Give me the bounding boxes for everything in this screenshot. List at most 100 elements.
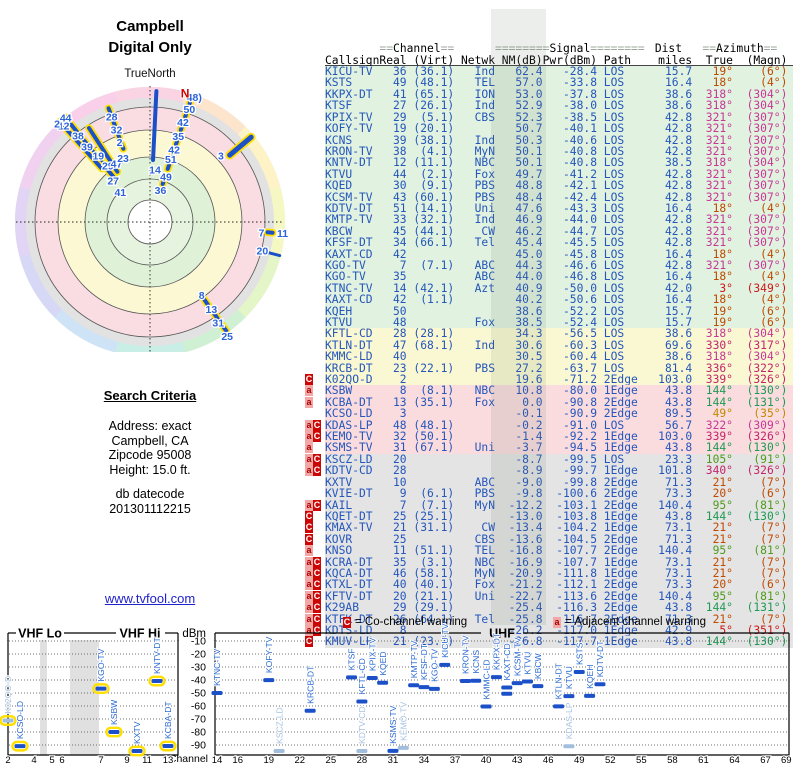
cell-nm-db: -20.9 bbox=[508, 566, 543, 580]
station-label: KCBA-DT bbox=[163, 701, 173, 739]
radar-channel-label: 44 bbox=[60, 112, 72, 124]
cell-network: Uni bbox=[474, 441, 495, 455]
station-label: KEMO-TV bbox=[399, 701, 409, 740]
cell-callsign: KBCW bbox=[325, 224, 353, 238]
cell-dist-miles: 101.8 bbox=[658, 464, 693, 478]
signal-table: ==Channel== ========Signal======== Dist ==A… bbox=[305, 9, 793, 648]
cell-real-channel: 8 bbox=[399, 384, 407, 398]
radar-channel-label: 39 bbox=[81, 141, 93, 153]
table-row: KTSF 27 (26.1) Ind 52.9 -38.0 LOS 38.6 318° (304… bbox=[325, 99, 793, 113]
cell-virtual-channel: (48.1) bbox=[413, 418, 455, 432]
cell-callsign: KQCA-DT bbox=[325, 566, 373, 580]
cell-virtual-channel: (4.1) bbox=[420, 144, 455, 158]
signal-marker bbox=[366, 676, 378, 681]
cell-pwr-dbm: -99.5 bbox=[562, 452, 597, 466]
cell-azimuth-true: 339° bbox=[705, 430, 733, 444]
cell-dist-miles: 42.8 bbox=[664, 213, 693, 227]
table-header-columns: CallsignReal (Virt) Netwk NM(dB)Pwr(dBm) Pa… bbox=[325, 53, 793, 67]
cell-nm-db: 40.2 bbox=[515, 293, 543, 307]
co-channel-warning-icon: C bbox=[313, 602, 321, 614]
cell-azimuth-true: 321° bbox=[705, 167, 733, 181]
radar-spoke bbox=[106, 106, 113, 115]
cell-dist-miles: 23.3 bbox=[664, 452, 693, 466]
cell-azimuth-true: 321° bbox=[705, 144, 733, 158]
report-title-line1: Campbell bbox=[116, 18, 184, 35]
cell-path: LOS bbox=[597, 418, 625, 432]
search-city: Campbell, CA bbox=[111, 433, 189, 448]
tvfool-link[interactable]: www.tvfool.com bbox=[104, 591, 196, 606]
cell-dist-miles: 71.3 bbox=[664, 532, 693, 546]
cell-azimuth-true: 318° bbox=[705, 87, 733, 101]
cell-pwr-dbm: -92.2 bbox=[562, 430, 597, 444]
cell-azimuth-true: 21° bbox=[712, 475, 733, 489]
cell-dist-miles: 43.8 bbox=[664, 601, 693, 615]
radar-channel-label: 28 bbox=[106, 111, 118, 123]
radar-channel-label: 48) bbox=[187, 92, 202, 104]
cell-path: 2Edge bbox=[597, 395, 638, 409]
signal-marker bbox=[573, 669, 585, 674]
cell-virtual-channel: (42.1) bbox=[413, 281, 455, 295]
cell-path: 1Edge bbox=[597, 384, 638, 398]
cell-azimuth-true: 321° bbox=[705, 258, 733, 272]
cell-real-channel: 47 bbox=[393, 338, 407, 352]
radar-compass-wedge bbox=[54, 309, 118, 352]
channel-tick-label: 19 bbox=[263, 755, 274, 766]
marker-highlight bbox=[105, 726, 123, 738]
cell-network: Ind bbox=[474, 213, 495, 227]
cell-path: LOS bbox=[597, 270, 625, 284]
cell-pwr-dbm: -99.8 bbox=[562, 475, 597, 489]
cell-nm-db: 45.0 bbox=[515, 247, 543, 261]
col-header-real: Real bbox=[379, 53, 407, 67]
signal-marker bbox=[418, 685, 430, 690]
table-row: C KMAX-TV 21 (31.1) CW -13.4 -104.2 1Edge 73.1 2… bbox=[305, 521, 793, 535]
cell-callsign: KAIL bbox=[325, 498, 353, 512]
station-label: KQED bbox=[378, 651, 388, 675]
table-row: KXTV 10 ABC -9.0 -99.8 2Edge 71.3 21° (7°) bbox=[325, 475, 793, 489]
cell-pwr-dbm: -45.5 bbox=[562, 236, 597, 250]
cell-callsign: KSCZ-LD bbox=[325, 452, 373, 466]
cell-path: 2Edge bbox=[597, 544, 638, 558]
cell-dist-miles: 71.3 bbox=[664, 612, 693, 626]
cell-azimuth-true: 5° bbox=[719, 623, 733, 637]
station-label: KMTP-TV bbox=[409, 640, 419, 678]
station-label: KGO-TV bbox=[430, 649, 440, 682]
cell-network: MyN bbox=[474, 566, 495, 580]
signal-strength-charts: VHF Lo VHF Hi UHFdBm-10-20-30-40-50-60-70-… bbox=[0, 622, 793, 767]
radar-spoke bbox=[220, 323, 229, 333]
cell-azimuth-magn: (91°) bbox=[753, 452, 788, 466]
station-label: KTSF bbox=[347, 648, 357, 670]
cell-path: 1Edge bbox=[597, 464, 638, 478]
adjacent-channel-warning-icon: a bbox=[305, 419, 313, 431]
radar-channel-label: 12 bbox=[58, 121, 70, 133]
cell-azimuth-magn: (7°) bbox=[760, 555, 788, 569]
cell-azimuth-magn: (130°) bbox=[746, 441, 788, 455]
co-channel-warning-icon: C bbox=[343, 617, 351, 628]
cell-real-channel: 51 bbox=[393, 201, 407, 215]
cell-virtual-channel: (31.1) bbox=[413, 521, 455, 535]
cell-network: Uni bbox=[474, 201, 495, 215]
chart-frame bbox=[7, 640, 179, 756]
cell-azimuth-true: 49° bbox=[712, 407, 733, 421]
col-header-netwk: Netwk bbox=[460, 53, 495, 67]
radar-channel-label: 20 bbox=[257, 245, 269, 257]
cell-nm-db: -9.8 bbox=[515, 487, 543, 501]
station-label: KSCZ-LD bbox=[274, 707, 284, 744]
table-row: KSTS 49 (48.1) TEL 57.0 -33.8 LOS 16.4 18° (4°) bbox=[325, 77, 793, 89]
channel-tick-label: 14 bbox=[212, 755, 223, 766]
cell-callsign: KQET-DT bbox=[325, 509, 373, 523]
cell-azimuth-magn: (6°) bbox=[760, 316, 788, 330]
cell-azimuth-true: 95° bbox=[712, 544, 733, 558]
adjacent-channel-warning-icon: a bbox=[305, 602, 313, 614]
cell-callsign: KTVU bbox=[325, 167, 353, 181]
adjacent-channel-warning-icon: a bbox=[305, 385, 313, 397]
station-label: KTLN-DT bbox=[554, 662, 564, 699]
radar-channel-label: 51 bbox=[165, 154, 177, 166]
cell-azimuth-true: 21° bbox=[712, 555, 733, 569]
cell-azimuth-true: 318° bbox=[705, 156, 733, 170]
cell-azimuth-true: 318° bbox=[705, 99, 733, 113]
cell-virtual-channel: (21.1) bbox=[413, 589, 455, 603]
station-label: KCSM-TV bbox=[512, 637, 522, 676]
cell-callsign: KFTV-DT bbox=[325, 589, 373, 603]
